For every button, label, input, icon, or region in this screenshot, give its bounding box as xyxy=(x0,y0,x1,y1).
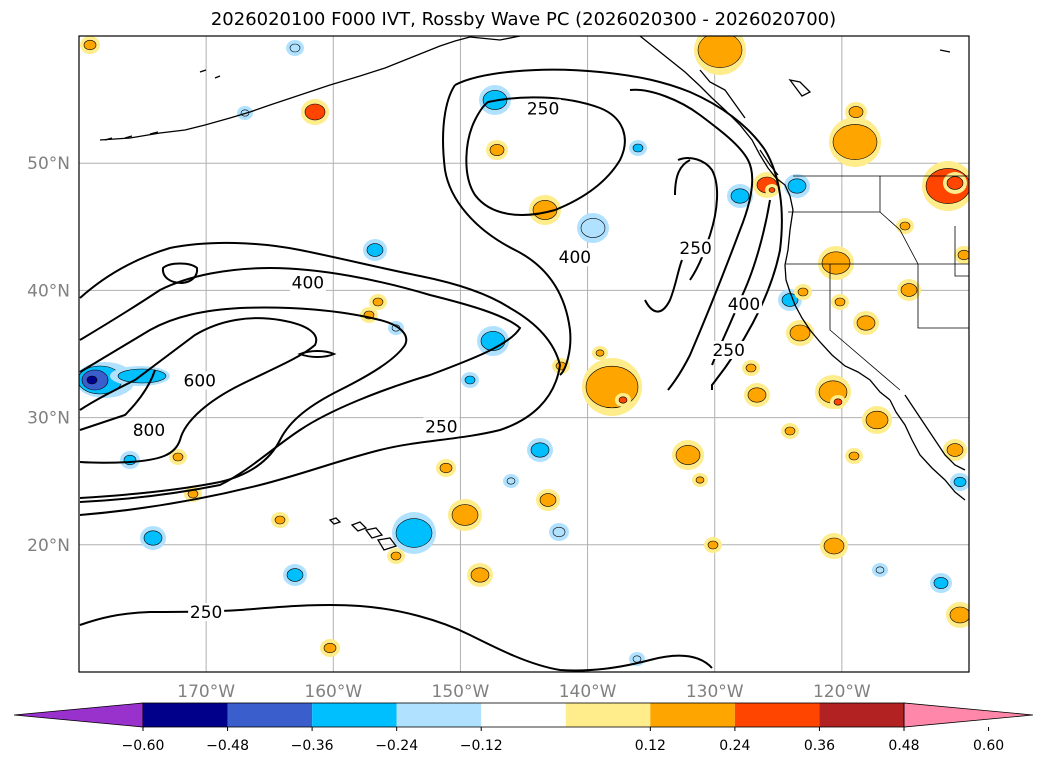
colorbar-tick-label: 0.60 xyxy=(973,738,1004,754)
colorbar-tick-label: −0.24 xyxy=(375,738,418,754)
colorbar-segment xyxy=(481,703,566,727)
lon-tick-label: 120°W xyxy=(813,682,871,702)
colorbar xyxy=(13,702,1034,728)
lon-tick-label: 150°W xyxy=(432,682,490,702)
colorbar-segment xyxy=(143,703,228,727)
contour-label: 400 xyxy=(292,274,324,294)
colorbar-segment xyxy=(650,703,735,727)
map-title: 2026020100 F000 IVT, Rossby Wave PC (202… xyxy=(210,9,837,30)
contour-label: 800 xyxy=(133,421,165,441)
latitude-tick-labels: 50°N 40°N 30°N 20°N xyxy=(27,154,70,556)
contour-label: 250 xyxy=(527,99,559,119)
colorbar-segment xyxy=(227,703,313,727)
contour-label: 250 xyxy=(190,603,222,623)
colorbar-tick-label: −0.48 xyxy=(206,738,249,754)
lat-tick-label: 30°N xyxy=(27,409,70,429)
lon-tick-label: 170°W xyxy=(177,682,235,702)
colorbar-segment xyxy=(396,703,482,727)
colorbar-tick-label: 0.24 xyxy=(719,738,750,754)
colorbar-tick-label: −0.36 xyxy=(291,738,334,754)
colorbar-tick-label: 0.36 xyxy=(804,738,835,754)
pc-shading xyxy=(79,36,969,666)
colorbar-segment xyxy=(819,703,904,727)
contour-label: 250 xyxy=(679,239,711,259)
lon-tick-label: 130°W xyxy=(686,682,744,702)
contour-label: 600 xyxy=(184,372,216,392)
contour-labels: 250 400 250 400 400 600 250 800 250 250 xyxy=(130,99,762,623)
contour-label: 250 xyxy=(712,341,744,361)
map-frame xyxy=(78,35,970,673)
contour-label: 400 xyxy=(559,248,591,268)
contour-label: 250 xyxy=(425,417,457,437)
ivt-contours xyxy=(79,68,783,672)
colorbar-tick-label: 0.48 xyxy=(888,738,919,754)
colorbar-tick-label: −0.12 xyxy=(460,738,503,754)
lat-tick-label: 20°N xyxy=(27,536,70,556)
lon-tick-label: 160°W xyxy=(304,682,362,702)
longitude-tick-labels: 170°W 160°W 150°W 140°W 130°W 120°W xyxy=(177,682,871,702)
contour-label: 400 xyxy=(728,295,760,315)
colorbar-tick-label: −0.60 xyxy=(122,738,165,754)
colorbar-segment xyxy=(565,703,651,727)
lat-tick-label: 50°N xyxy=(27,154,70,174)
state-borders xyxy=(786,175,969,391)
colorbar-tick-labels: −0.60 −0.48 −0.36 −0.24 −0.12 0.12 0.24 0.36 0.4… xyxy=(122,727,1004,754)
colorbar-tick-label: 0.12 xyxy=(635,738,666,754)
lat-tick-label: 40°N xyxy=(27,281,70,301)
colorbar-segment xyxy=(734,703,820,727)
lon-tick-label: 140°W xyxy=(559,682,617,702)
colorbar-segment xyxy=(312,703,397,727)
